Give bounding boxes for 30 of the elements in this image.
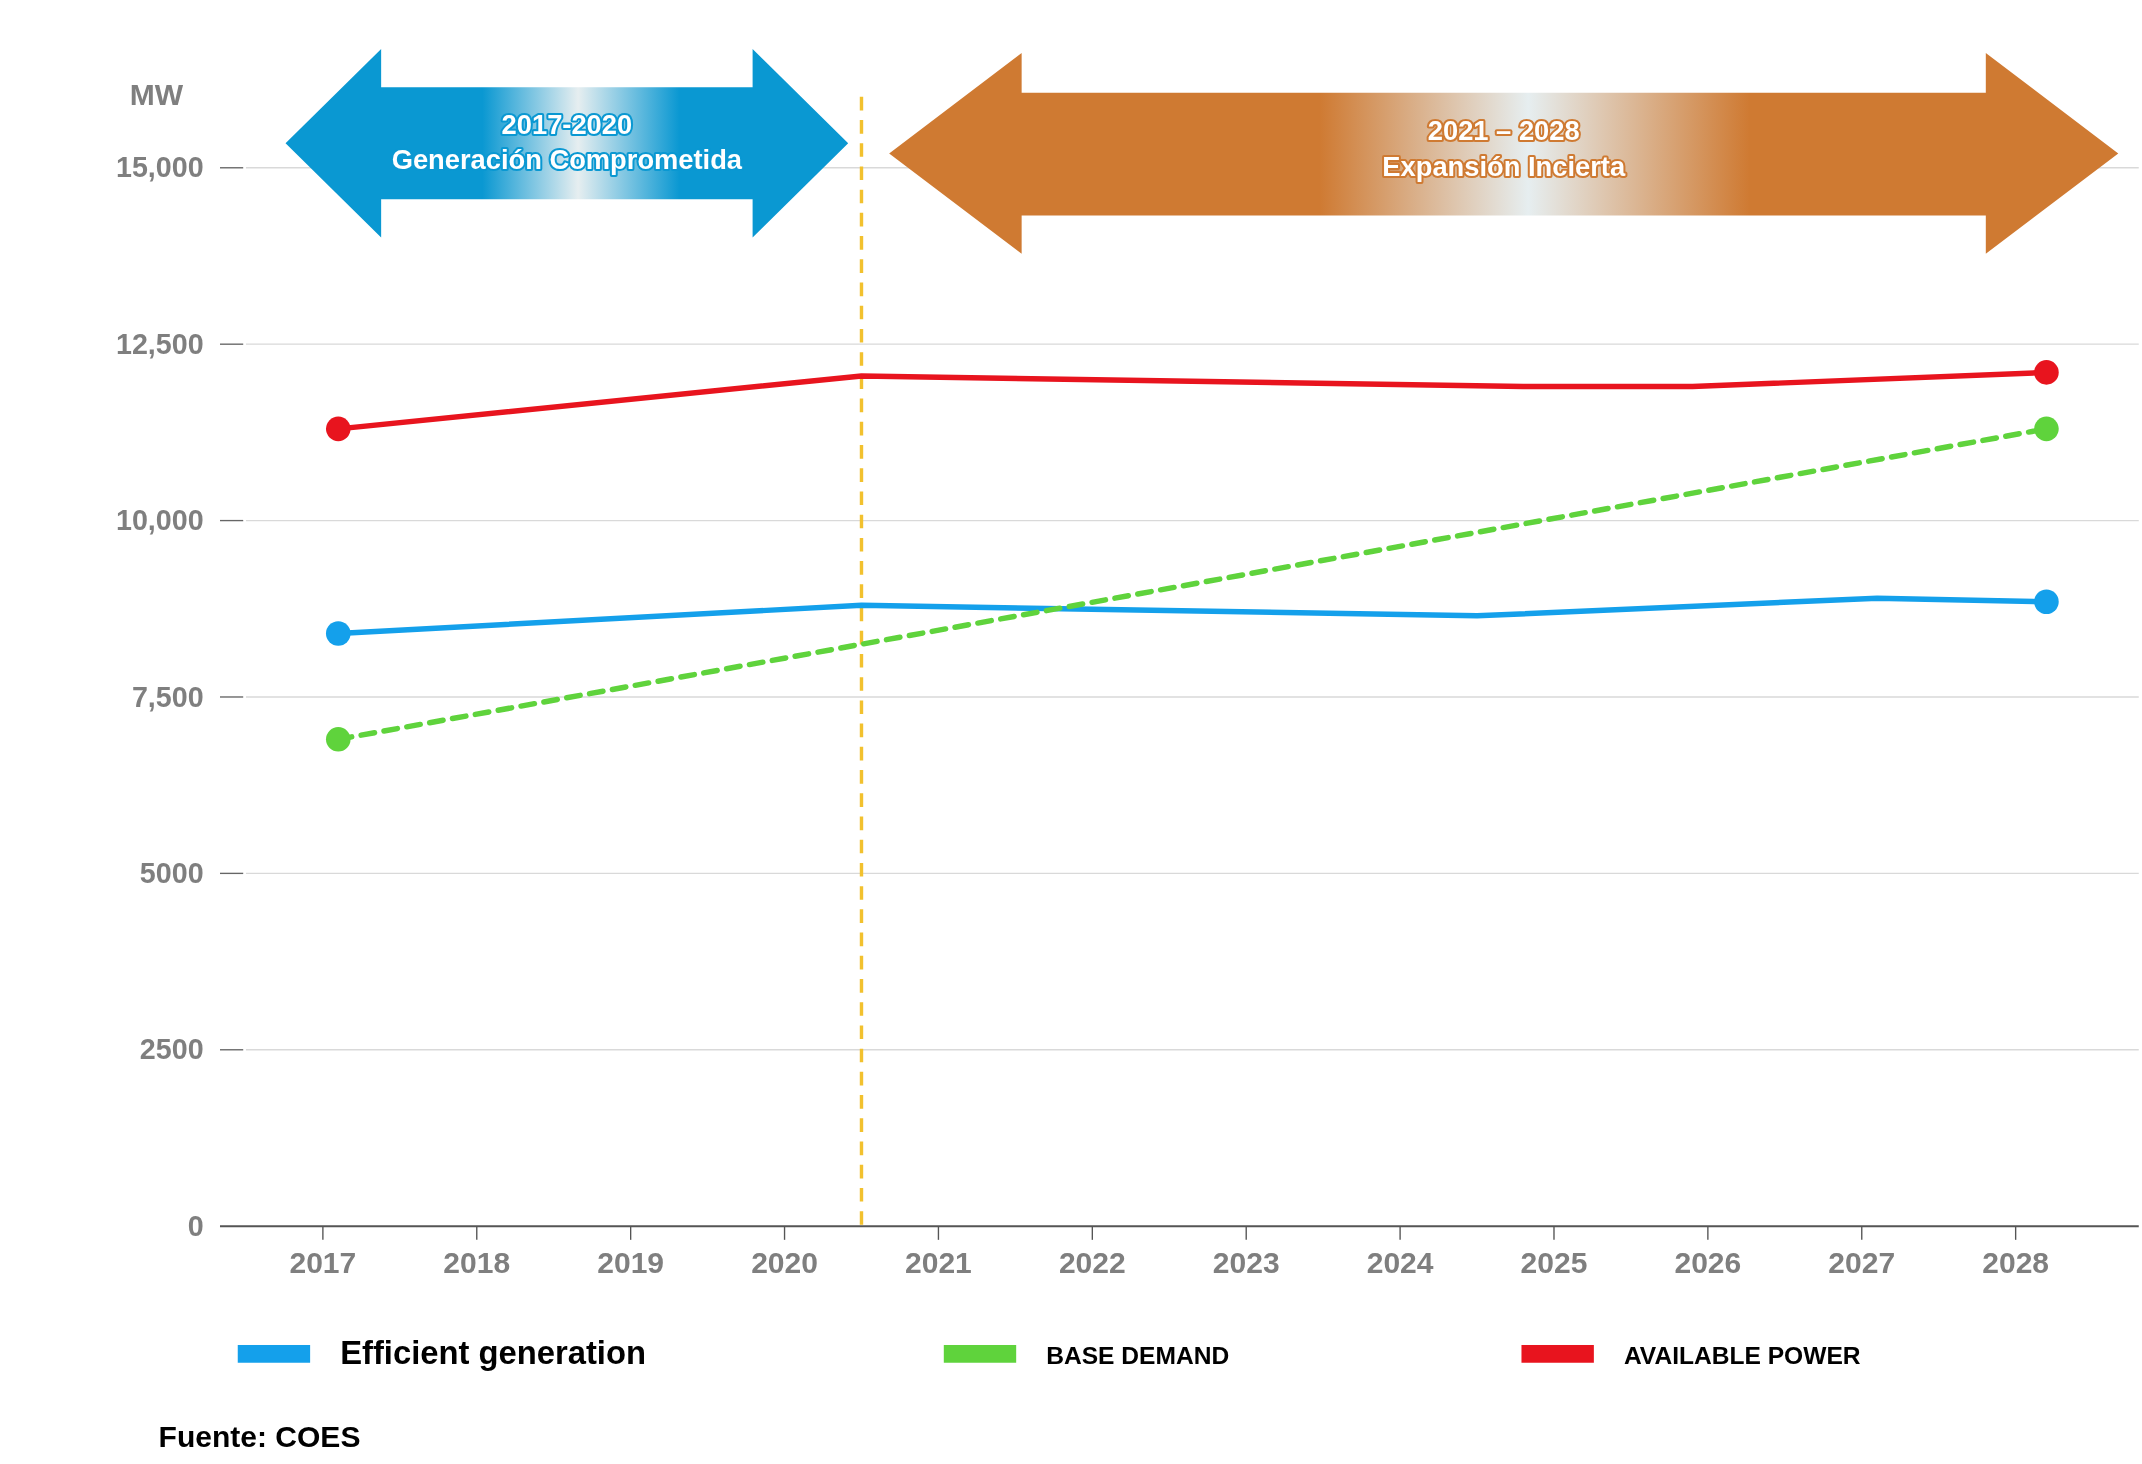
x-tick-label: 2021 — [905, 1245, 972, 1279]
x-tick-label: 2028 — [1982, 1245, 2050, 1279]
point — [2034, 360, 2059, 385]
y-tick-label: 10,000 — [115, 504, 204, 537]
y-tick-label: 15,000 — [115, 151, 204, 184]
y-tick-label: 12,500 — [115, 327, 204, 360]
legend-label: Efficient generation — [340, 1334, 647, 1372]
point — [325, 416, 351, 442]
point — [325, 727, 351, 752]
y-tick-label: 7,500 — [131, 680, 204, 713]
x-tick-label: 2020 — [751, 1245, 818, 1279]
x-tick-label: 2024 — [1366, 1245, 1434, 1279]
point — [2034, 589, 2059, 615]
x-tick-label: 2017 — [289, 1245, 357, 1279]
legend-label: AVAILABLE POWER — [1623, 1342, 1861, 1370]
x-tick-label: 2019 — [597, 1245, 665, 1279]
x-tick-label: 2027 — [1828, 1245, 1896, 1279]
point — [325, 621, 351, 646]
y-tick-label: 0 — [187, 1209, 204, 1242]
x-tick-label: 2025 — [1520, 1245, 1588, 1279]
source-note: Fuente: COES — [158, 1420, 361, 1454]
y-tick-label: 5000 — [139, 856, 204, 889]
x-tick-label: 2026 — [1674, 1245, 1742, 1279]
y-tick-label: 2500 — [139, 1033, 204, 1066]
legend-label: BASE DEMAND — [1046, 1342, 1230, 1370]
point — [2034, 416, 2059, 442]
x-tick-label: 2022 — [1058, 1245, 1126, 1279]
x-tick-label: 2023 — [1212, 1245, 1280, 1279]
x-tick-label: 2018 — [443, 1245, 511, 1279]
y-axis-title: MW — [129, 77, 184, 111]
